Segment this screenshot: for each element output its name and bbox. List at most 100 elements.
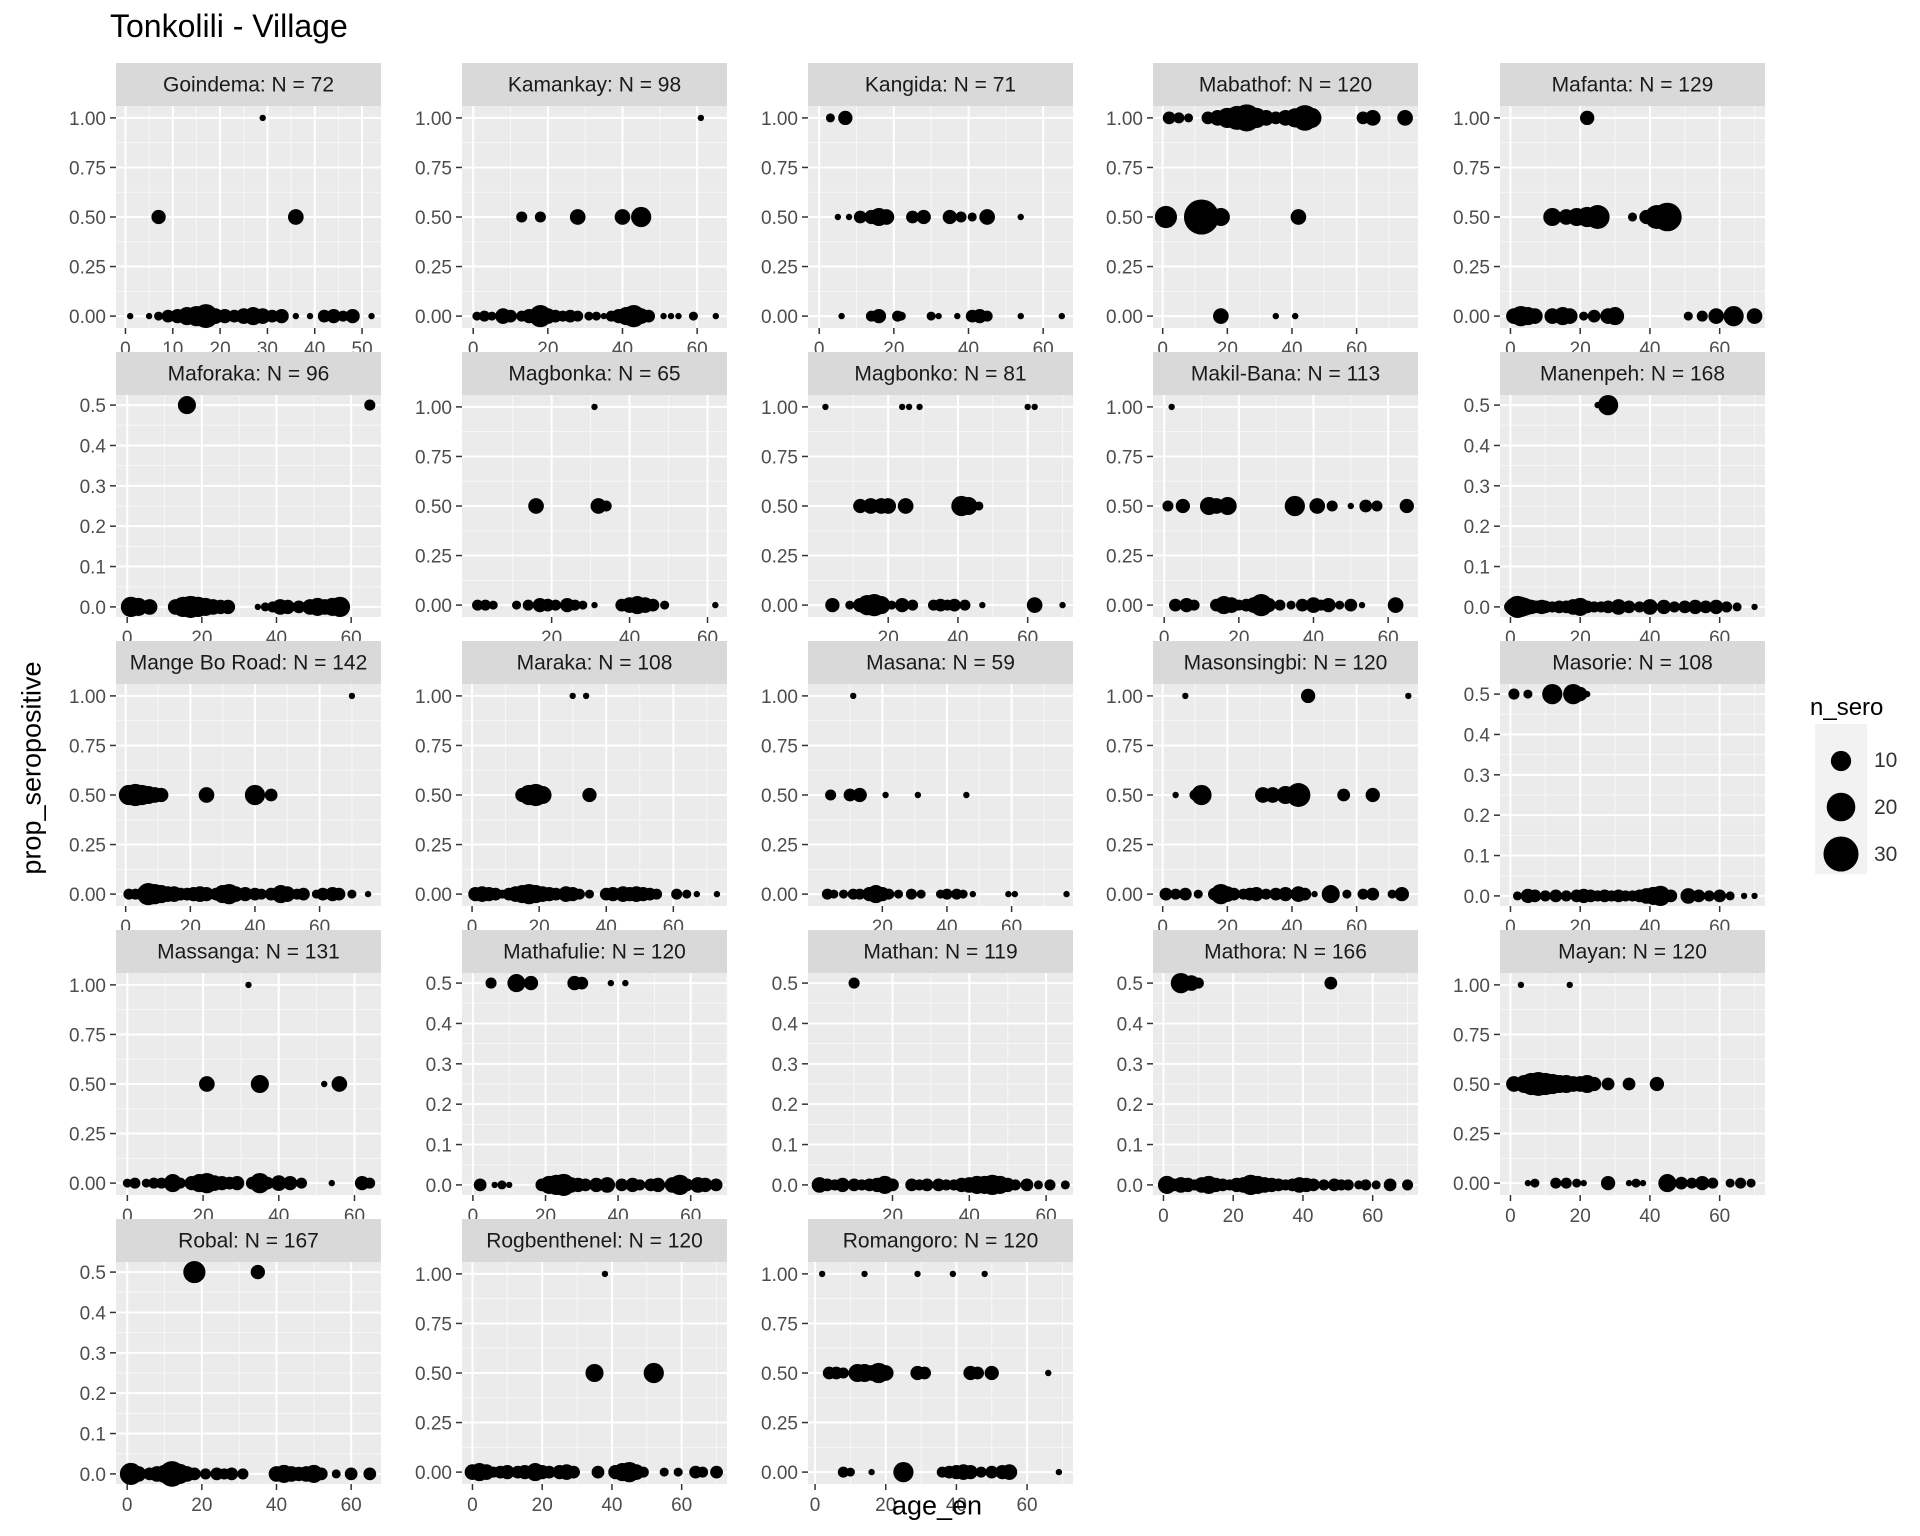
data-point: [1508, 688, 1520, 700]
data-point: [709, 1178, 723, 1192]
strip-background: [116, 1219, 381, 1262]
y-tick-label: 1.00: [761, 398, 798, 419]
strip-background: [116, 930, 381, 973]
x-tick-label: 0: [120, 339, 131, 360]
data-point: [671, 888, 683, 900]
data-point: [942, 209, 957, 225]
y-tick-label: 1.00: [69, 109, 106, 130]
data-point: [1579, 311, 1589, 321]
y-tick-label: 0.4: [1464, 436, 1491, 457]
data-point: [1178, 887, 1192, 901]
x-tick-label: 20: [1223, 1206, 1244, 1227]
strip-label: Mafanta: N = 129: [1552, 74, 1714, 97]
data-point: [1284, 495, 1305, 517]
data-point: [1725, 1178, 1735, 1188]
data-point: [940, 1179, 952, 1191]
x-tick-label: 60: [671, 1495, 692, 1516]
data-point: [364, 1177, 376, 1189]
data-point: [1622, 600, 1636, 614]
data-point: [959, 599, 971, 611]
data-point: [1586, 1076, 1602, 1092]
data-point: [1723, 305, 1744, 327]
data-point: [1751, 892, 1758, 900]
legend-layer: [1815, 724, 1867, 874]
data-point: [974, 501, 984, 511]
y-tick-label: 0.75: [415, 447, 452, 468]
points: [1154, 104, 1413, 324]
data-point: [500, 1464, 515, 1480]
data-point: [534, 211, 546, 223]
data-point: [141, 599, 158, 615]
y-tick-label: 0.50: [761, 208, 798, 229]
legend-key-20: [1826, 792, 1856, 822]
y-tick-label: 0.25: [415, 547, 452, 568]
y-tick-label: 0.25: [1453, 258, 1490, 279]
y-tick-label: 0.75: [761, 158, 798, 179]
x-tick-label: 0: [120, 917, 131, 938]
data-point: [1633, 601, 1646, 613]
data-point: [523, 975, 539, 991]
data-point: [1622, 1077, 1636, 1091]
y-tick-label: 0.50: [761, 786, 798, 807]
data-point: [682, 889, 692, 899]
data-point: [364, 890, 372, 898]
facet-masonsingbi: Masonsingbi: N = 120 0.00 0.25 0.50 0.75 1.00…: [1106, 641, 1418, 938]
points: [1504, 394, 1758, 618]
data-point: [1658, 1174, 1677, 1193]
data-point: [368, 312, 375, 320]
y-tick-label: 0.1: [1117, 1136, 1143, 1157]
data-point: [329, 596, 351, 618]
y-tick-label: 0.0: [1464, 598, 1490, 619]
data-point: [516, 211, 528, 223]
data-point: [199, 1076, 215, 1092]
data-point: [853, 210, 867, 224]
y-axis-label: prop_seropositive: [16, 661, 47, 875]
y-tick-label: 0.25: [1453, 1125, 1490, 1146]
data-point: [1631, 1178, 1641, 1188]
data-point: [1394, 886, 1409, 902]
y-tick-label: 0.50: [415, 786, 452, 807]
y-tick-label: 0.50: [415, 208, 452, 229]
data-point: [1193, 889, 1203, 899]
data-point: [693, 890, 701, 898]
data-point: [1306, 1178, 1320, 1192]
data-point: [1580, 1179, 1587, 1187]
data-point: [1587, 309, 1601, 323]
data-point: [877, 1365, 894, 1381]
data-point: [710, 1465, 723, 1479]
y-tick-label: 0.1: [426, 1136, 452, 1157]
y-tick-label: 0.25: [415, 836, 452, 857]
data-point: [264, 788, 278, 802]
data-point: [1311, 890, 1318, 898]
x-tick-label: 0: [810, 1495, 821, 1516]
data-point: [522, 599, 534, 611]
data-point: [1601, 600, 1615, 614]
y-tick-label: 0.5: [1117, 974, 1143, 995]
data-point: [607, 979, 615, 987]
data-point: [905, 888, 917, 900]
points: [821, 692, 1070, 904]
data-point: [1017, 312, 1024, 320]
y-tick-label: 0.25: [761, 1414, 798, 1435]
data-point: [845, 213, 853, 221]
data-point: [837, 1367, 849, 1379]
data-point: [916, 403, 923, 411]
data-point: [713, 890, 721, 898]
y-tick-label: 0.2: [1464, 517, 1490, 538]
data-point: [254, 308, 271, 324]
data-point: [673, 1467, 683, 1477]
y-tick-label: 0.00: [415, 596, 452, 617]
y-tick-label: 0.3: [80, 477, 106, 498]
data-point: [680, 1178, 694, 1192]
y-tick-label: 1.00: [1453, 109, 1490, 130]
data-point: [688, 311, 698, 321]
data-point: [569, 599, 581, 611]
data-point: [1642, 599, 1658, 615]
data-point: [894, 597, 910, 613]
data-point: [348, 692, 356, 700]
data-point: [1517, 981, 1525, 989]
data-point: [1286, 783, 1311, 807]
